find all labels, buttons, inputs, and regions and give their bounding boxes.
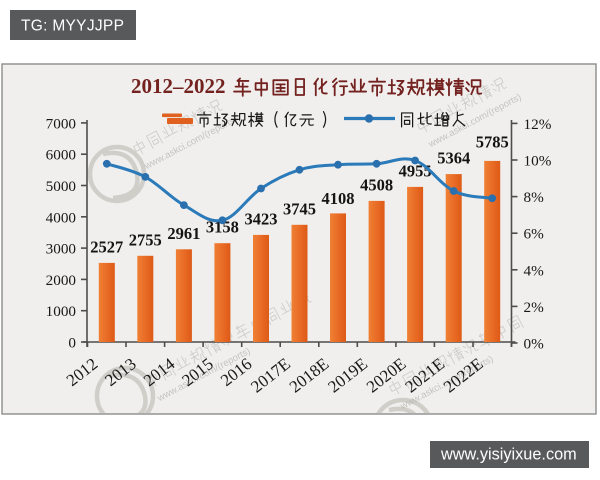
svg-text:3000: 3000: [46, 241, 77, 258]
svg-text:2755: 2755: [129, 230, 162, 249]
svg-text:2000: 2000: [46, 272, 77, 289]
svg-text:4000: 4000: [46, 209, 77, 226]
svg-text:7000: 7000: [46, 115, 77, 132]
svg-text:5000: 5000: [46, 178, 77, 195]
svg-text:10%: 10%: [524, 153, 552, 170]
svg-text:www.yisiyixue.com: www.yisiyixue.com: [440, 446, 577, 464]
svg-text:4108: 4108: [322, 189, 355, 208]
svg-text:2527: 2527: [90, 237, 123, 256]
svg-text:4508: 4508: [360, 175, 393, 194]
svg-text:TG: MYYJJPP: TG: MYYJJPP: [21, 18, 124, 35]
svg-text:6%: 6%: [524, 226, 545, 243]
svg-text:1000: 1000: [46, 303, 77, 320]
svg-text:4%: 4%: [524, 262, 545, 279]
svg-text:0%: 0%: [524, 336, 545, 353]
svg-text:6000: 6000: [46, 147, 77, 164]
svg-text:2%: 2%: [524, 299, 545, 316]
svg-text:8%: 8%: [524, 189, 545, 206]
svg-text:3158: 3158: [206, 218, 239, 237]
svg-text:0: 0: [68, 335, 76, 352]
svg-text:5785: 5785: [476, 132, 509, 151]
svg-text:12%: 12%: [524, 116, 552, 133]
svg-text:3745: 3745: [283, 199, 316, 218]
svg-text:2961: 2961: [167, 224, 200, 243]
svg-text:3423: 3423: [245, 209, 278, 228]
svg-text:2012–2022: 2012–2022: [131, 74, 226, 98]
svg-text:5364: 5364: [437, 149, 470, 168]
